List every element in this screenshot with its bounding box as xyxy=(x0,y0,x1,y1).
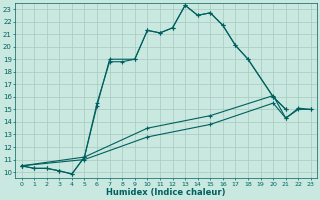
X-axis label: Humidex (Indice chaleur): Humidex (Indice chaleur) xyxy=(107,188,226,197)
